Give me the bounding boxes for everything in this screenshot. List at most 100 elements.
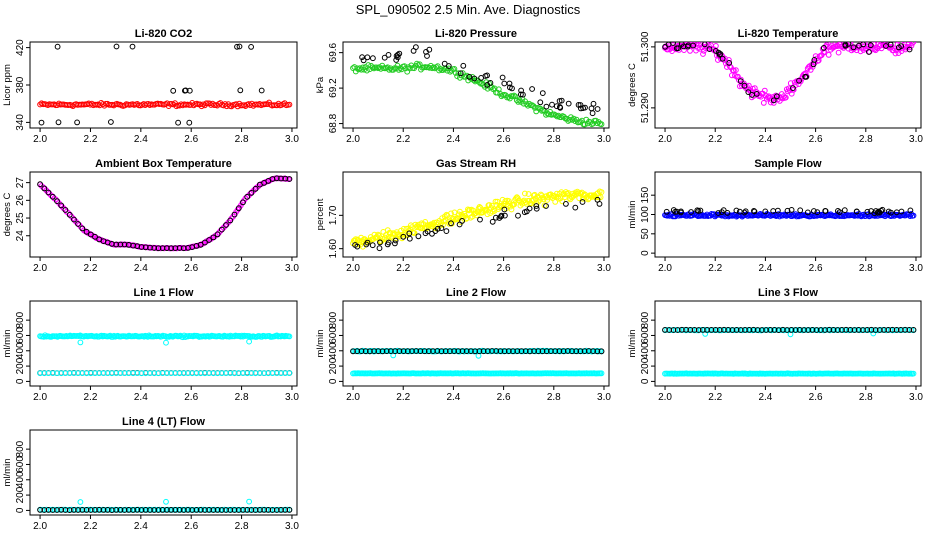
data-point-dense-low	[71, 370, 77, 377]
data-point-sparse	[147, 507, 153, 513]
data-point-sparse	[359, 54, 366, 61]
data-point-dense-low	[223, 370, 229, 377]
y-tick-label: 69.2	[328, 78, 339, 98]
data-point-dense-low	[164, 370, 170, 377]
data-point-sparse	[79, 225, 86, 232]
x-tick-label: 2.2	[83, 392, 97, 403]
data-point-sparse	[71, 507, 77, 513]
data-point-sparse	[360, 57, 367, 64]
data-point-sparse	[234, 43, 240, 50]
x-tick-label: 2.4	[446, 134, 460, 145]
data-point-sparse	[589, 110, 596, 117]
data-point-dense	[787, 80, 794, 87]
data-point-sparse	[376, 245, 383, 252]
data-point-dense	[259, 506, 266, 513]
data-point-sparse	[400, 348, 407, 355]
panel-title: Line 4 (LT) Flow	[122, 416, 205, 428]
x-tick-label: 2.6	[184, 134, 198, 145]
data-point-dense	[727, 63, 733, 70]
data-point-sparse	[214, 231, 221, 238]
data-point-sparse	[66, 211, 73, 218]
data-point-sparse	[415, 233, 422, 240]
data-point-sparse	[751, 208, 758, 215]
data-point-dense-low	[231, 370, 238, 377]
data-point-dense	[910, 212, 917, 219]
data-point-dense	[263, 506, 270, 513]
panel-title: Line 2 Flow	[446, 287, 506, 299]
data-point-sparse	[463, 348, 470, 355]
data-point-sparse	[352, 242, 359, 248]
data-point-dense-low	[257, 370, 263, 376]
data-point-sparse	[556, 98, 563, 104]
data-point-sparse	[400, 233, 407, 240]
data-point-dense	[835, 49, 842, 56]
data-point-dense	[879, 327, 886, 333]
data-point-dense	[217, 228, 224, 234]
data-point-sparse	[836, 209, 843, 216]
data-point-sparse	[180, 245, 187, 252]
data-point-sparse	[579, 199, 586, 205]
y-tick-label: 50	[640, 228, 651, 240]
data-point-dense-low	[261, 370, 268, 377]
panel-title: Li-820 CO2	[135, 28, 192, 40]
data-point-dense	[399, 235, 405, 242]
data-point-sparse	[539, 348, 546, 355]
x-tick-label: 3.0	[909, 263, 923, 274]
data-point-sparse	[210, 507, 217, 513]
data-point-sparse	[66, 507, 73, 514]
data-point-dense	[735, 73, 741, 80]
data-point-sparse	[868, 208, 874, 214]
x-tick-label: 2.8	[859, 392, 873, 403]
data-point-dense-low	[248, 370, 255, 377]
y-tick-label: 800	[15, 311, 26, 328]
data-point-sparse	[906, 46, 913, 53]
x-tick-label: 2.8	[235, 263, 249, 274]
data-point-sparse	[529, 86, 535, 92]
data-point-sparse	[394, 51, 401, 58]
data-point-sparse	[235, 205, 242, 212]
data-point-sparse	[715, 210, 722, 216]
data-point-sparse	[130, 507, 137, 513]
data-point-sparse	[265, 507, 272, 513]
data-point-sparse	[258, 87, 265, 94]
data-point-sparse	[557, 104, 564, 111]
data-point-dense	[522, 98, 528, 105]
data-point-sparse	[678, 209, 684, 216]
data-point-sparse	[543, 348, 550, 355]
data-point-dense	[687, 48, 693, 54]
data-point-sparse	[459, 348, 466, 355]
y-axis-label: ml/min	[627, 330, 638, 358]
data-point-sparse	[175, 119, 182, 126]
data-point-dense-low	[130, 370, 137, 377]
data-point-dense	[526, 100, 533, 107]
x-tick-label: 2.8	[547, 134, 561, 145]
data-point-dense	[39, 506, 46, 513]
data-point-sparse	[237, 87, 244, 94]
y-tick-label: 0	[640, 378, 651, 384]
data-point-dense	[569, 117, 576, 123]
data-point-dense-low	[92, 370, 98, 377]
data-point-dense	[910, 42, 917, 45]
data-point-sparse	[502, 212, 508, 219]
data-point-dense-low	[117, 370, 124, 377]
data-point-sparse	[425, 348, 432, 355]
data-point-sparse	[278, 507, 284, 513]
data-point-sparse	[202, 239, 208, 246]
data-point-sparse	[526, 205, 533, 212]
data-point-sparse	[121, 241, 128, 248]
data-point-dense	[904, 327, 911, 333]
data-point-sparse	[811, 57, 818, 63]
data-point-dense-low	[87, 370, 94, 377]
data-point-dense	[908, 327, 915, 333]
data-point-sparse	[809, 327, 816, 333]
data-point-sparse	[358, 348, 365, 355]
data-point-sparse	[697, 207, 704, 214]
panel-4: Gas Stream RH percent 2.0 2.2 2.4 2.6 2.8 3.0 1.…	[315, 158, 611, 274]
data-point-sparse	[573, 348, 580, 355]
plot-points	[662, 206, 917, 220]
data-point-dense	[390, 66, 397, 73]
plot-frame	[29, 41, 298, 129]
data-point-sparse	[575, 102, 582, 108]
y-tick-label: 400	[328, 342, 339, 359]
x-tick-label: 2.6	[809, 263, 823, 274]
